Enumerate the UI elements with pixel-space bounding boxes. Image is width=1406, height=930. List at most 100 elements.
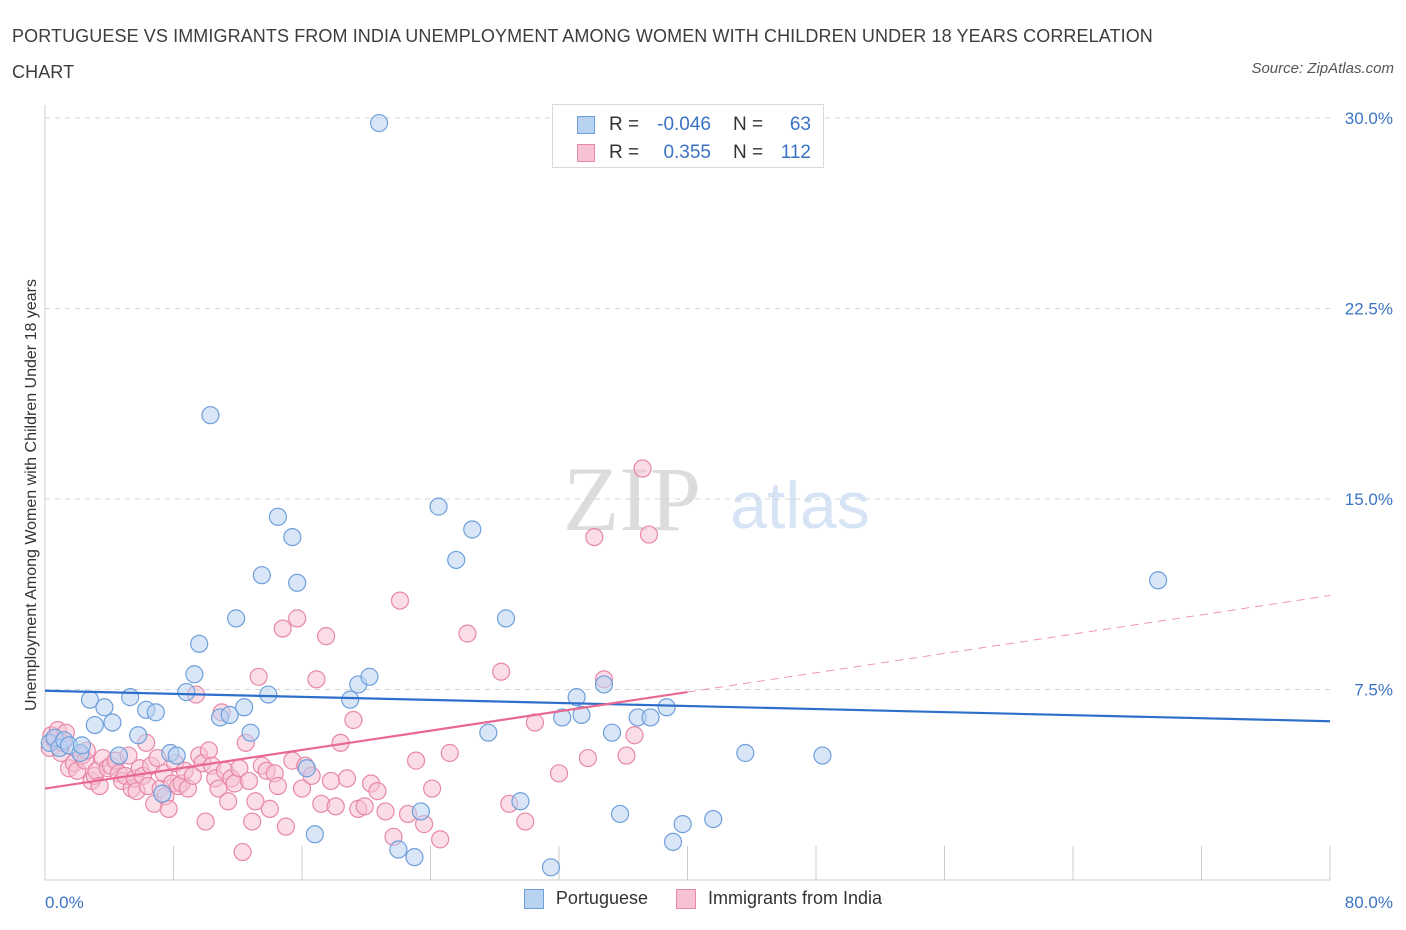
legend-swatch-pink [577,144,595,162]
india-point-68 [260,799,279,818]
portuguese-point-32 [288,573,307,592]
portuguese-point-42 [429,497,448,516]
y-tick-label-3: 30.0% [1345,109,1393,128]
portuguese-point-12 [121,688,140,707]
gridlines [45,117,1330,690]
legend-item-india[interactable]: Immigrants from India [676,888,882,909]
portuguese-point-27 [241,723,260,742]
portuguese-point-21 [190,634,209,653]
india-point-60 [233,842,252,862]
portuguese-point-59 [673,815,692,834]
portuguese-points [40,113,1168,877]
portuguese-point-50 [567,688,586,707]
y-tick-label-2: 22.5% [1345,300,1393,319]
portuguese-point-45 [479,723,498,742]
stats-legend: R = -0.046 N = 63 R = 0.355 N = 112 [552,104,824,168]
portuguese-point-30 [268,507,288,526]
portuguese-point-25 [227,609,246,628]
india-point-97 [431,830,450,849]
portuguese-point-53 [602,723,622,742]
india-point-108 [617,746,636,765]
legend-n-label: N = [733,142,764,163]
india-point-100 [492,662,511,681]
portuguese-point-39 [389,840,408,859]
portuguese-point-31 [283,527,302,547]
portuguese-point-34 [305,825,324,844]
portuguese-point-48 [541,858,561,877]
portuguese-point-18 [167,746,186,765]
portuguese-point-28 [252,566,271,585]
portuguese-point-16 [153,784,172,803]
portuguese-point-29 [259,685,278,704]
legend-row-india: R = 0.355 N = 112 [577,138,811,168]
india-point-98 [440,743,459,763]
portuguese-point-58 [663,832,683,852]
india-point-56 [219,792,238,811]
india-point-38 [159,799,178,818]
legend-n-label: N = [733,114,764,135]
chart-title: PORTUGUESE VS IMMIGRANTS FROM INDIA UNEM… [12,26,1153,82]
india-point-96 [423,779,442,798]
india-point-71 [273,619,292,638]
legend-swatch-blue [577,116,595,134]
india-point-62 [239,771,259,791]
portuguese-point-62 [813,746,832,765]
legend-n-value: 112 [780,142,811,163]
portuguese-point-60 [704,809,723,829]
watermark-zip: ZIP [563,448,701,550]
india-point-102 [516,812,535,831]
india-point-50 [199,741,218,760]
watermark-atlas: atlas [730,468,869,542]
portuguese-point-37 [360,667,379,686]
chart-source: Source: ZipAtlas.com [1251,60,1394,77]
portuguese-point-10 [103,713,122,732]
portuguese-point-41 [411,802,430,821]
india-point-53 [209,779,228,798]
portuguese-point-43 [447,550,466,570]
india-point-89 [368,781,387,801]
portuguese-point-19 [177,682,196,702]
portuguese-point-11 [109,746,128,765]
portuguese-point-47 [511,792,530,811]
india-point-110 [633,459,652,478]
portuguese-point-8 [85,715,104,735]
legend-n-value: 63 [789,114,811,135]
india-point-49 [196,812,215,831]
legend-item-portuguese[interactable]: Portuguese [523,888,648,909]
portuguese-point-13 [129,726,148,745]
portuguese-point-57 [657,698,676,717]
portuguese-point-40 [405,848,424,867]
legend-label-portuguese: Portuguese [555,888,648,908]
portuguese-point-54 [610,804,630,824]
india-point-74 [288,609,307,628]
india-point-64 [246,792,265,811]
x-tick-label-1: 80.0% [1345,893,1393,912]
portuguese-point-24 [220,705,239,725]
legend-r-value: -0.046 [657,114,711,135]
legend-swatch-blue [523,888,544,909]
portuguese-point-51 [572,705,591,725]
legend-label-india: Immigrants from India [708,888,883,908]
portuguese-point-26 [235,698,254,717]
portuguese-point-22 [201,406,220,425]
india-point-106 [585,527,604,547]
portuguese-trend-line [44,689,1331,723]
y-tick-label-0: 7.5% [1354,681,1393,700]
legend-r-label: R = [609,142,640,163]
legend-swatch-pink [676,888,696,909]
portuguese-point-61 [736,743,755,763]
india-point-70 [268,776,288,796]
legend-r-label: R = [609,114,640,135]
india-point-82 [326,797,345,816]
india-point-72 [276,817,296,836]
india-trend-line [44,690,688,790]
india-point-78 [307,670,326,689]
portuguese-point-38 [370,113,389,133]
portuguese-point-56 [641,708,660,727]
trend-lines [44,595,1331,790]
india-trend-extension [687,595,1331,693]
india-point-85 [344,710,363,730]
portuguese-point-15 [146,703,165,722]
legend-row-portuguese: R = -0.046 N = 63 [577,110,811,140]
